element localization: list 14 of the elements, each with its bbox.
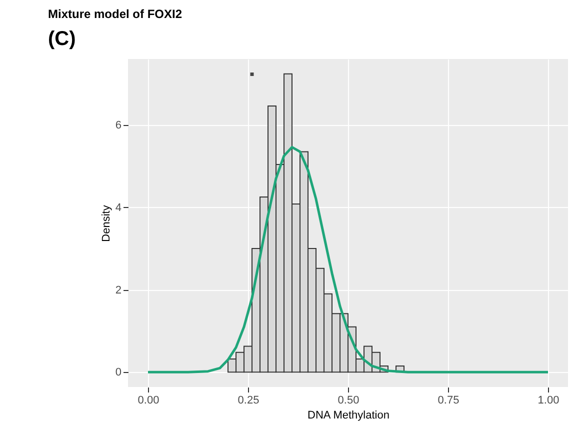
y-axis-title: Density [100,204,112,242]
x-tick-label: 0.00 [138,394,160,406]
y-tick-label: 6 [115,119,122,132]
y-tick-label: 4 [115,202,122,214]
chart-title: Mixture model of FOXI2 [48,7,182,21]
y-tick-label: 0 [115,366,122,379]
x-tick-label: 0.75 [438,394,460,406]
x-tick-label: 0.25 [238,394,260,406]
line-series [146,146,550,374]
y-tick-label: 2 [115,284,122,296]
x-tick-label: 0.50 [338,394,360,406]
x-tick-label: 1.00 [538,394,560,406]
x-axis-title: DNA Methylation [308,410,390,422]
text: (C) [48,28,76,50]
